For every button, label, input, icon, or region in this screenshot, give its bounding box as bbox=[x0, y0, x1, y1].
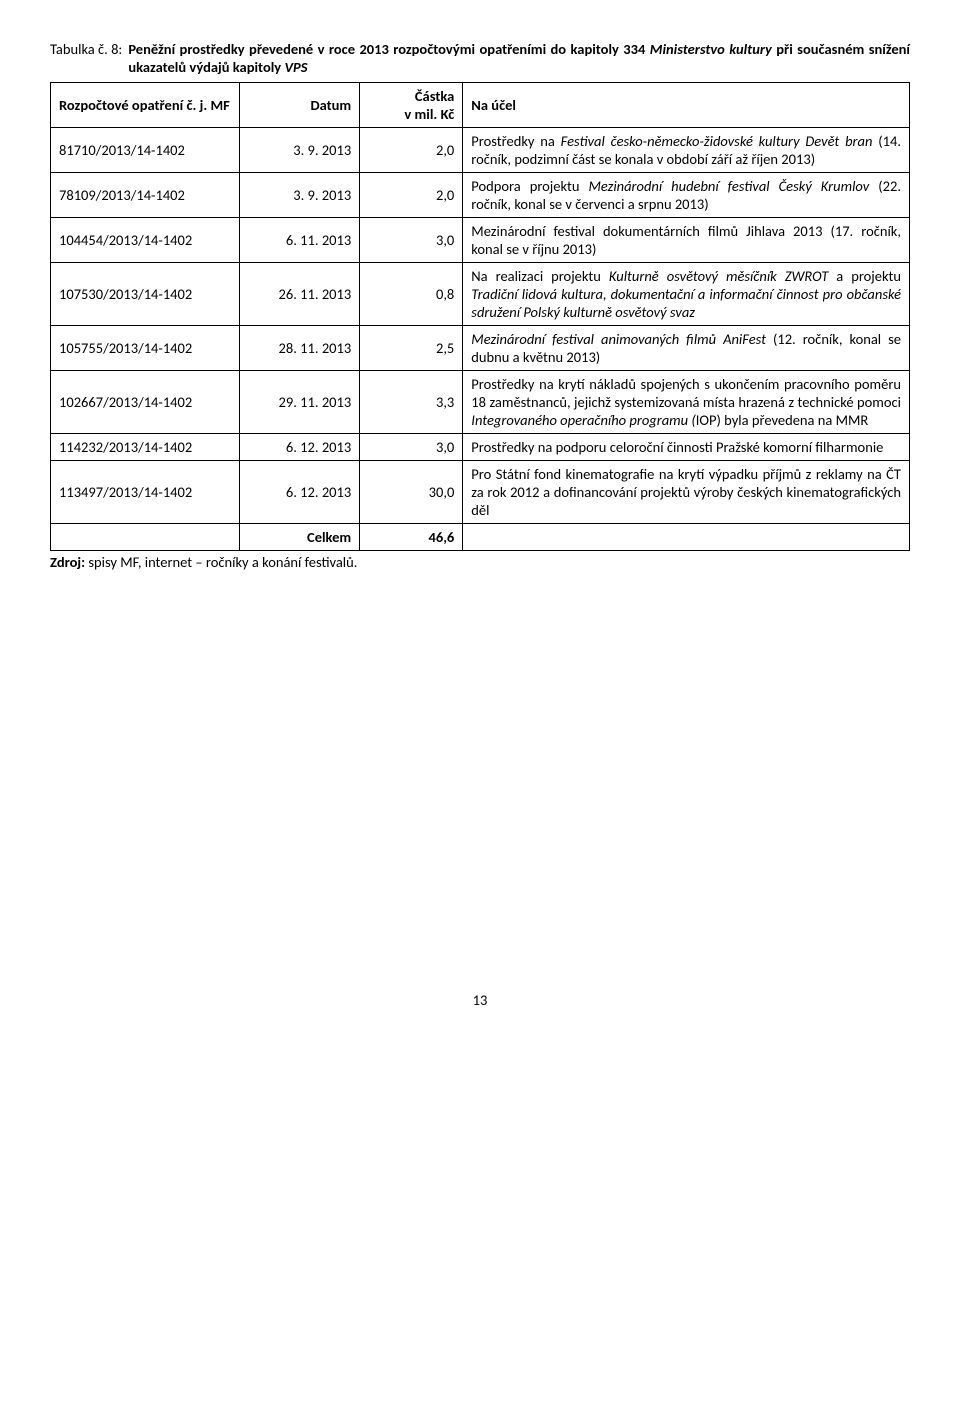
cell-id: 102667/2013/14-1402 bbox=[51, 371, 240, 434]
page-number: 13 bbox=[50, 991, 910, 1009]
cell-date: 28. 11. 2013 bbox=[239, 326, 359, 371]
th-date: Datum bbox=[239, 83, 359, 128]
caption-italic-1: Ministerstvo kultury bbox=[650, 40, 772, 58]
cell-total-purpose bbox=[463, 524, 910, 551]
cell-amount: 2,0 bbox=[360, 128, 463, 173]
table-total-row: Celkem46,6 bbox=[51, 524, 910, 551]
table-row: 113497/2013/14-14026. 12. 201330,0Pro St… bbox=[51, 461, 910, 524]
cell-id: 104454/2013/14-1402 bbox=[51, 218, 240, 263]
th-amount-l2: v mil. Kč bbox=[404, 105, 454, 123]
table-body: 81710/2013/14-14023. 9. 20132,0Prostředk… bbox=[51, 128, 910, 551]
cell-date: 6. 12. 2013 bbox=[239, 461, 359, 524]
cell-purpose: Pro Státní fond kinematografie na krytí … bbox=[463, 461, 910, 524]
cell-id: 114232/2013/14-1402 bbox=[51, 434, 240, 461]
caption-label: Tabulka č. 8: bbox=[50, 40, 128, 58]
th-amount: Částka v mil. Kč bbox=[360, 83, 463, 128]
caption-title: Peněžní prostředky převedené v roce 2013… bbox=[128, 40, 910, 76]
cell-purpose: Podpora projektu Mezinárodní hudební fes… bbox=[463, 173, 910, 218]
cell-amount: 0,8 bbox=[360, 263, 463, 326]
cell-id: 113497/2013/14-1402 bbox=[51, 461, 240, 524]
cell-amount: 3,0 bbox=[360, 218, 463, 263]
cell-amount: 2,0 bbox=[360, 173, 463, 218]
source-line: Zdroj: spisy MF, internet – ročníky a ko… bbox=[50, 553, 910, 571]
cell-date: 3. 9. 2013 bbox=[239, 128, 359, 173]
cell-id: 107530/2013/14-1402 bbox=[51, 263, 240, 326]
cell-purpose: Prostředky na Festival česko-německo-žid… bbox=[463, 128, 910, 173]
cell-date: 6. 12. 2013 bbox=[239, 434, 359, 461]
caption-pre: Peněžní prostředky převedené v roce 2013… bbox=[128, 40, 649, 58]
cell-purpose: Mezinárodní festival animovaných filmů A… bbox=[463, 326, 910, 371]
table-row: 78109/2013/14-14023. 9. 20132,0Podpora p… bbox=[51, 173, 910, 218]
table-row: 81710/2013/14-14023. 9. 20132,0Prostředk… bbox=[51, 128, 910, 173]
table-row: 102667/2013/14-140229. 11. 20133,3Prostř… bbox=[51, 371, 910, 434]
cell-amount: 2,5 bbox=[360, 326, 463, 371]
table-row: 105755/2013/14-140228. 11. 20132,5Meziná… bbox=[51, 326, 910, 371]
table-row: 104454/2013/14-14026. 11. 20133,0Mezinár… bbox=[51, 218, 910, 263]
th-id: Rozpočtové opatření č. j. MF bbox=[51, 83, 240, 128]
cell-total-blank bbox=[51, 524, 240, 551]
cell-id: 81710/2013/14-1402 bbox=[51, 128, 240, 173]
table-row: 114232/2013/14-14026. 12. 20133,0Prostře… bbox=[51, 434, 910, 461]
table-row: 107530/2013/14-140226. 11. 20130,8Na rea… bbox=[51, 263, 910, 326]
cell-date: 3. 9. 2013 bbox=[239, 173, 359, 218]
cell-date: 29. 11. 2013 bbox=[239, 371, 359, 434]
cell-id: 105755/2013/14-1402 bbox=[51, 326, 240, 371]
cell-purpose: Prostředky na podporu celoroční činnosti… bbox=[463, 434, 910, 461]
table-caption: Tabulka č. 8: Peněžní prostředky převede… bbox=[50, 40, 910, 76]
data-table: Rozpočtové opatření č. j. MF Datum Částk… bbox=[50, 82, 910, 551]
th-amount-l1: Částka bbox=[415, 87, 454, 105]
cell-purpose: Prostředky na krytí nákladů spojených s … bbox=[463, 371, 910, 434]
cell-amount: 3,3 bbox=[360, 371, 463, 434]
cell-purpose: Mezinárodní festival dokumentárních film… bbox=[463, 218, 910, 263]
caption-italic-2: VPS bbox=[284, 58, 307, 76]
source-text: spisy MF, internet – ročníky a konání fe… bbox=[85, 553, 357, 571]
cell-total-value: 46,6 bbox=[360, 524, 463, 551]
cell-total-label: Celkem bbox=[239, 524, 359, 551]
cell-amount: 3,0 bbox=[360, 434, 463, 461]
table-header-row: Rozpočtové opatření č. j. MF Datum Částk… bbox=[51, 83, 910, 128]
cell-purpose: Na realizaci projektu Kulturně osvětový … bbox=[463, 263, 910, 326]
cell-amount: 30,0 bbox=[360, 461, 463, 524]
cell-date: 6. 11. 2013 bbox=[239, 218, 359, 263]
th-purpose: Na účel bbox=[463, 83, 910, 128]
cell-id: 78109/2013/14-1402 bbox=[51, 173, 240, 218]
source-label: Zdroj: bbox=[50, 553, 85, 571]
cell-date: 26. 11. 2013 bbox=[239, 263, 359, 326]
